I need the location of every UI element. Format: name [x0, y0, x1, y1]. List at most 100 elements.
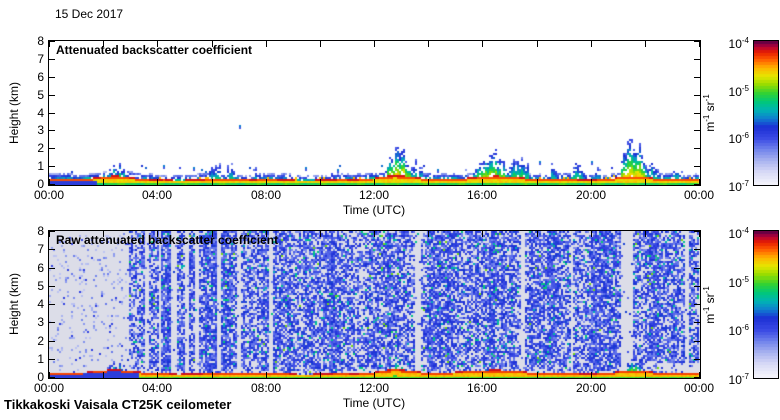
- colorbar-exponent: -5: [741, 275, 749, 284]
- y-axis-title-top: Height (km): [7, 82, 21, 145]
- unit-exponent: -1: [702, 306, 711, 314]
- x-tick-bottom: [266, 372, 267, 378]
- x-tick-mirror-bottom: [428, 231, 429, 237]
- y-tick-label-bottom: 5: [37, 279, 44, 293]
- y-tick-mirror-bottom: [694, 377, 700, 378]
- y-tick-top: [49, 113, 55, 114]
- y-tick-label-top: 8: [37, 34, 44, 48]
- y-tick-mirror-top: [694, 148, 700, 149]
- x-tick-label-top: 08:00: [250, 188, 282, 202]
- unit-exponent: -1: [702, 285, 711, 293]
- x-tick-mirror-top: [374, 41, 375, 47]
- panel-title-attenuated: Attenuated backscatter coefficient: [56, 43, 253, 57]
- y-tick-label-top: 5: [37, 88, 44, 102]
- colorbar-tick-label-bottom: 10-6: [728, 323, 749, 338]
- x-tick-mirror-bottom: [645, 231, 646, 237]
- x-tick-top: [645, 179, 646, 185]
- y-tick-label-top: 2: [37, 141, 44, 155]
- colorbar-tick-label-bottom: 10-7: [728, 372, 749, 387]
- y-tick-top: [49, 166, 55, 167]
- y-tick-mirror-top: [694, 41, 700, 42]
- x-tick-bottom: [374, 372, 375, 378]
- y-tick-label-bottom: 0: [37, 370, 44, 384]
- colorbar-unit-top: m-1 sr-1: [702, 94, 717, 132]
- y-tick-top: [49, 59, 55, 60]
- x-axis-title-top: Time (UTC): [342, 203, 406, 217]
- y-tick-bottom: [49, 268, 55, 269]
- x-tick-top: [537, 179, 538, 185]
- colorbar-tick-label-top: 10-7: [728, 179, 749, 194]
- raw-backscatter-heatmap: [49, 231, 700, 378]
- y-tick-label-bottom: 8: [37, 224, 44, 238]
- y-tick-label-bottom: 6: [37, 261, 44, 275]
- x-tick-top: [49, 179, 50, 185]
- colorbar-tick-label-bottom: 10-4: [728, 226, 749, 241]
- panel-title-raw: Raw attenuated backscatter coefficient: [56, 233, 279, 247]
- y-tick-mirror-top: [694, 184, 700, 185]
- x-tick-mirror-top: [49, 41, 50, 47]
- x-tick-label-bottom: 00:00: [683, 381, 715, 395]
- y-tick-bottom: [49, 249, 55, 250]
- x-tick-bottom: [212, 372, 213, 378]
- y-tick-mirror-top: [694, 166, 700, 167]
- x-tick-top: [212, 179, 213, 185]
- x-tick-bottom: [482, 372, 483, 378]
- x-tick-mirror-bottom: [49, 231, 50, 237]
- colorbar-exponent: -7: [741, 372, 749, 381]
- x-tick-mirror-top: [266, 41, 267, 47]
- y-tick-mirror-top: [694, 59, 700, 60]
- x-tick-top: [699, 179, 700, 185]
- x-tick-mirror-bottom: [157, 231, 158, 237]
- x-tick-mirror-top: [645, 41, 646, 47]
- attenuated-backscatter-heatmap: [49, 41, 700, 185]
- x-axis-title-bottom: Time (UTC): [342, 396, 406, 410]
- panel-attenuated-backscatter: Attenuated backscatter coefficient: [48, 40, 701, 186]
- x-tick-top: [266, 179, 267, 185]
- x-tick-mirror-top: [591, 41, 592, 47]
- y-tick-mirror-bottom: [694, 304, 700, 305]
- y-tick-mirror-bottom: [694, 268, 700, 269]
- y-tick-label-bottom: 4: [37, 297, 44, 311]
- x-tick-label-bottom: 00:00: [33, 381, 65, 395]
- x-tick-label-bottom: 16:00: [466, 381, 498, 395]
- colorbar-exponent: -6: [741, 131, 749, 140]
- colorbar-raw: [753, 230, 779, 379]
- y-tick-label-top: 1: [37, 159, 44, 173]
- colorbar-tick-label-top: 10-5: [728, 84, 749, 99]
- x-tick-bottom: [645, 372, 646, 378]
- y-tick-label-top: 7: [37, 52, 44, 66]
- x-tick-bottom: [49, 372, 50, 378]
- y-tick-label-bottom: 3: [37, 315, 44, 329]
- y-tick-label-top: 6: [37, 70, 44, 84]
- colorbar-exponent: -5: [741, 84, 749, 93]
- colorbar-exponent: -7: [741, 179, 749, 188]
- x-tick-top: [428, 179, 429, 185]
- x-tick-bottom: [320, 372, 321, 378]
- x-tick-bottom: [591, 372, 592, 378]
- x-tick-mirror-bottom: [537, 231, 538, 237]
- y-axis-title-bottom: Height (km): [7, 273, 21, 336]
- y-tick-mirror-bottom: [694, 322, 700, 323]
- instrument-label: Tikkakoski Vaisala CT25K ceilometer: [4, 397, 232, 412]
- y-tick-bottom: [49, 322, 55, 323]
- x-tick-top: [591, 179, 592, 185]
- x-tick-label-top: 20:00: [575, 188, 607, 202]
- y-tick-label-top: 0: [37, 177, 44, 191]
- colorbar-tick-label-top: 10-6: [728, 131, 749, 146]
- x-tick-bottom: [157, 372, 158, 378]
- y-tick-mirror-top: [694, 95, 700, 96]
- x-tick-label-top: 04:00: [141, 188, 173, 202]
- y-tick-mirror-top: [694, 113, 700, 114]
- x-tick-bottom: [537, 372, 538, 378]
- x-tick-mirror-bottom: [374, 231, 375, 237]
- y-tick-label-bottom: 1: [37, 352, 44, 366]
- y-tick-bottom: [49, 359, 55, 360]
- x-tick-bottom: [103, 372, 104, 378]
- x-tick-label-top: 00:00: [683, 188, 715, 202]
- x-tick-mirror-top: [699, 41, 700, 47]
- x-tick-mirror-top: [212, 41, 213, 47]
- x-tick-label-top: 16:00: [466, 188, 498, 202]
- unit-exponent: -1: [702, 94, 711, 102]
- y-tick-mirror-bottom: [694, 231, 700, 232]
